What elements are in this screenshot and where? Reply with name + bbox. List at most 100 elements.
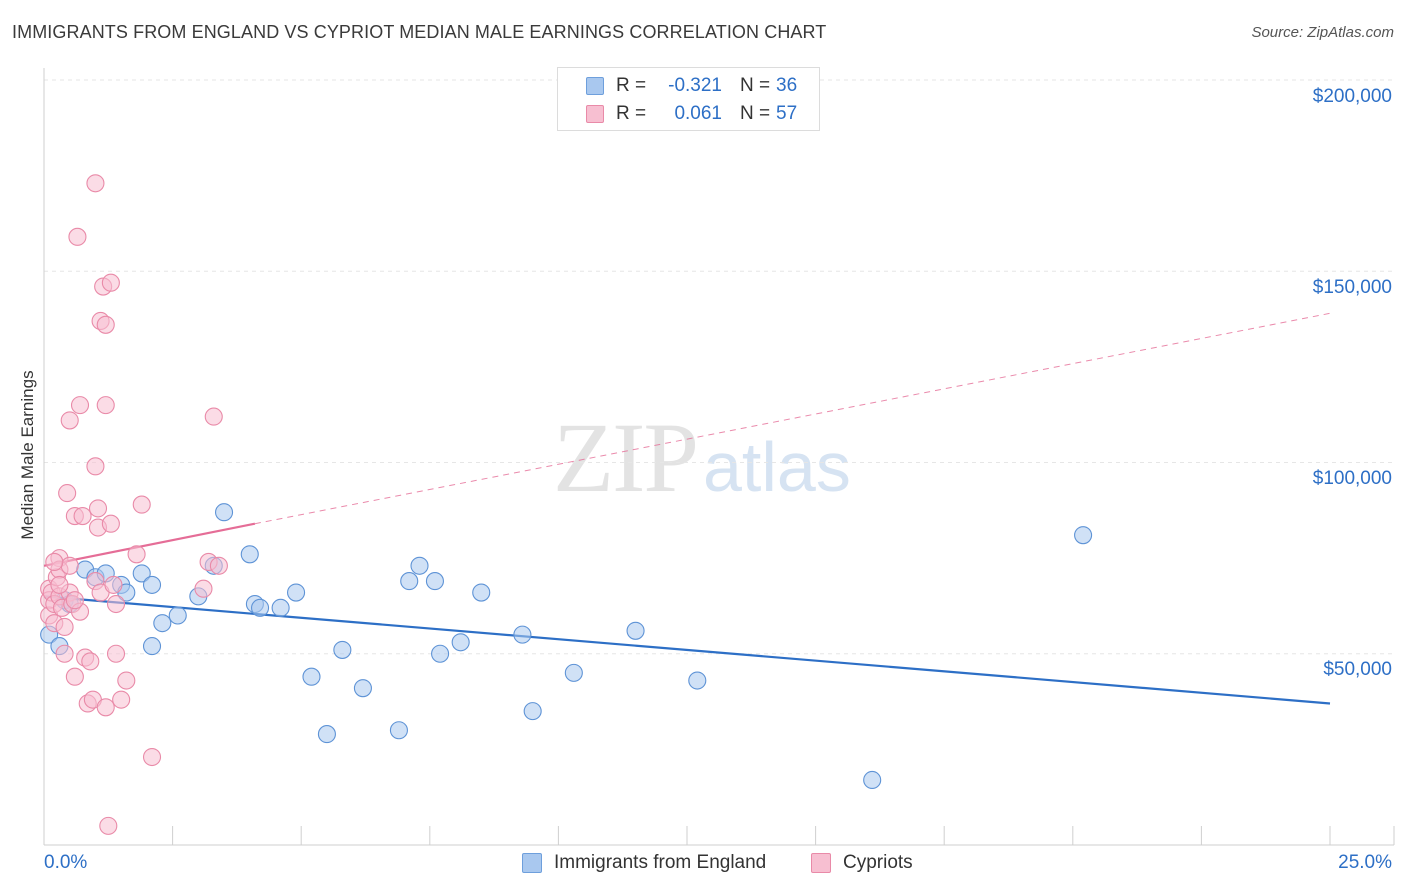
x-tick-label-max: 25.0% <box>1338 852 1392 873</box>
cypriots-data-point <box>55 617 74 637</box>
cypriots-data-point <box>99 816 118 835</box>
england-data-point <box>451 633 470 652</box>
y-tick-label-100000: $100,000 <box>1312 468 1392 489</box>
series-label-england: Immigrants from England <box>554 852 767 873</box>
cypriots-data-point <box>81 652 100 671</box>
legend-row-cypriots: R = 0.061 N = 57 <box>586 101 797 127</box>
cypriots-data-point <box>209 556 228 575</box>
y-tick-label-150000: $150,000 <box>1312 277 1392 298</box>
england-data-point <box>271 598 290 617</box>
cypriots-data-point <box>86 457 105 476</box>
series-label-cypriots: Cypriots <box>843 852 913 873</box>
x-tick-label-min: 0.0% <box>44 852 88 873</box>
england-data-point <box>353 679 372 698</box>
series-legend-england[interactable]: Immigrants from England <box>522 852 766 874</box>
cypriots-data-point <box>194 579 213 598</box>
cypriots-data-point <box>58 484 77 503</box>
england-data-point <box>142 637 162 656</box>
england-data-point <box>168 606 187 625</box>
cypriots-data-point <box>68 227 87 246</box>
cypriots-data-point <box>96 698 115 717</box>
england-data-point <box>214 503 234 522</box>
england-data-point <box>333 640 352 659</box>
watermark-zip: ZIP <box>553 402 699 513</box>
england-data-point <box>287 583 306 602</box>
england-data-point <box>132 564 151 583</box>
grid-lines <box>44 79 1394 655</box>
cypriots-data-point <box>117 671 136 690</box>
cypriots-data-point <box>88 499 108 518</box>
england-data-point <box>626 621 645 640</box>
source-label: Source: ZipAtlas.com <box>1251 24 1394 41</box>
series-legend: Immigrants from England Cypriots <box>0 852 1406 878</box>
england-data-point <box>1074 526 1093 545</box>
legend-r-label: R = <box>616 75 647 96</box>
england-data-point <box>523 702 542 721</box>
england-data-point <box>513 625 532 644</box>
data-points <box>40 174 1093 835</box>
legend-swatch-cypriots <box>586 105 604 123</box>
legend-r-label: R = <box>616 103 647 124</box>
england-data-point <box>317 725 336 744</box>
series-legend-cypriots[interactable]: Cypriots <box>811 852 913 874</box>
cypriots-data-point <box>65 591 84 610</box>
trend-line-0 <box>43 595 1331 705</box>
legend-n-value: 36 <box>776 75 798 96</box>
cypriots-data-point <box>96 315 115 334</box>
cypriots-data-point <box>112 690 131 709</box>
legend-n-label: N = <box>740 103 771 124</box>
axes <box>43 68 1395 846</box>
england-data-point <box>688 671 707 690</box>
england-data-point <box>250 598 270 617</box>
legend-r-value: -0.321 <box>668 75 722 96</box>
cypriots-data-point <box>73 506 92 526</box>
legend-swatch-england <box>586 77 604 95</box>
england-data-point <box>142 575 162 594</box>
correlation-legend: R = -0.321 N = 36 R = 0.061 N = 57 <box>557 67 820 131</box>
chart-title: IMMIGRANTS FROM ENGLAND VS CYPRIOT MEDIA… <box>12 22 827 42</box>
legend-n-label: N = <box>740 75 771 96</box>
cypriots-data-point <box>101 514 120 533</box>
cypriots-data-point <box>104 575 123 594</box>
cypriots-data-point <box>55 644 74 663</box>
england-data-point <box>425 572 444 591</box>
england-data-point <box>153 614 172 633</box>
zipatlas-watermark: ZIPatlas <box>553 400 851 515</box>
england-data-point <box>410 556 429 575</box>
cypriots-data-point <box>106 594 126 614</box>
cypriots-data-point <box>60 556 79 575</box>
series-swatch-cypriots <box>811 853 831 873</box>
england-data-point <box>240 545 259 564</box>
y-tick-label-200000: $200,000 <box>1312 86 1392 107</box>
cypriots-data-point <box>142 747 162 767</box>
trend-line-1 <box>43 522 256 567</box>
y-axis-label: Median Male Earnings <box>18 370 37 540</box>
legend-r-value: 0.061 <box>674 103 722 124</box>
england-data-point <box>400 572 419 591</box>
cypriots-data-point <box>101 273 120 292</box>
england-data-point <box>302 667 321 686</box>
england-data-point <box>564 663 583 682</box>
legend-n-value: 57 <box>776 103 798 124</box>
series-swatch-england <box>522 853 542 873</box>
cypriots-data-point <box>65 667 84 686</box>
cypriots-data-point <box>45 552 64 572</box>
england-data-point <box>431 644 450 663</box>
legend-row-england: R = -0.321 N = 36 <box>586 73 797 99</box>
watermark-atlas: atlas <box>703 428 851 506</box>
cypriots-data-point <box>60 411 79 430</box>
cypriots-data-point <box>86 174 105 193</box>
cypriots-data-point <box>96 396 115 415</box>
trend-lines <box>43 312 1331 705</box>
cypriots-data-point <box>132 495 151 514</box>
cypriots-data-point <box>50 575 69 594</box>
england-data-point <box>863 770 882 790</box>
trend-line-extension-1 <box>254 312 1331 525</box>
england-data-point <box>472 583 491 602</box>
cypriots-data-point <box>70 396 90 415</box>
cypriots-data-point <box>106 644 126 663</box>
cypriots-data-point <box>204 407 223 426</box>
england-data-point <box>389 721 408 740</box>
cypriots-data-point <box>127 545 146 564</box>
